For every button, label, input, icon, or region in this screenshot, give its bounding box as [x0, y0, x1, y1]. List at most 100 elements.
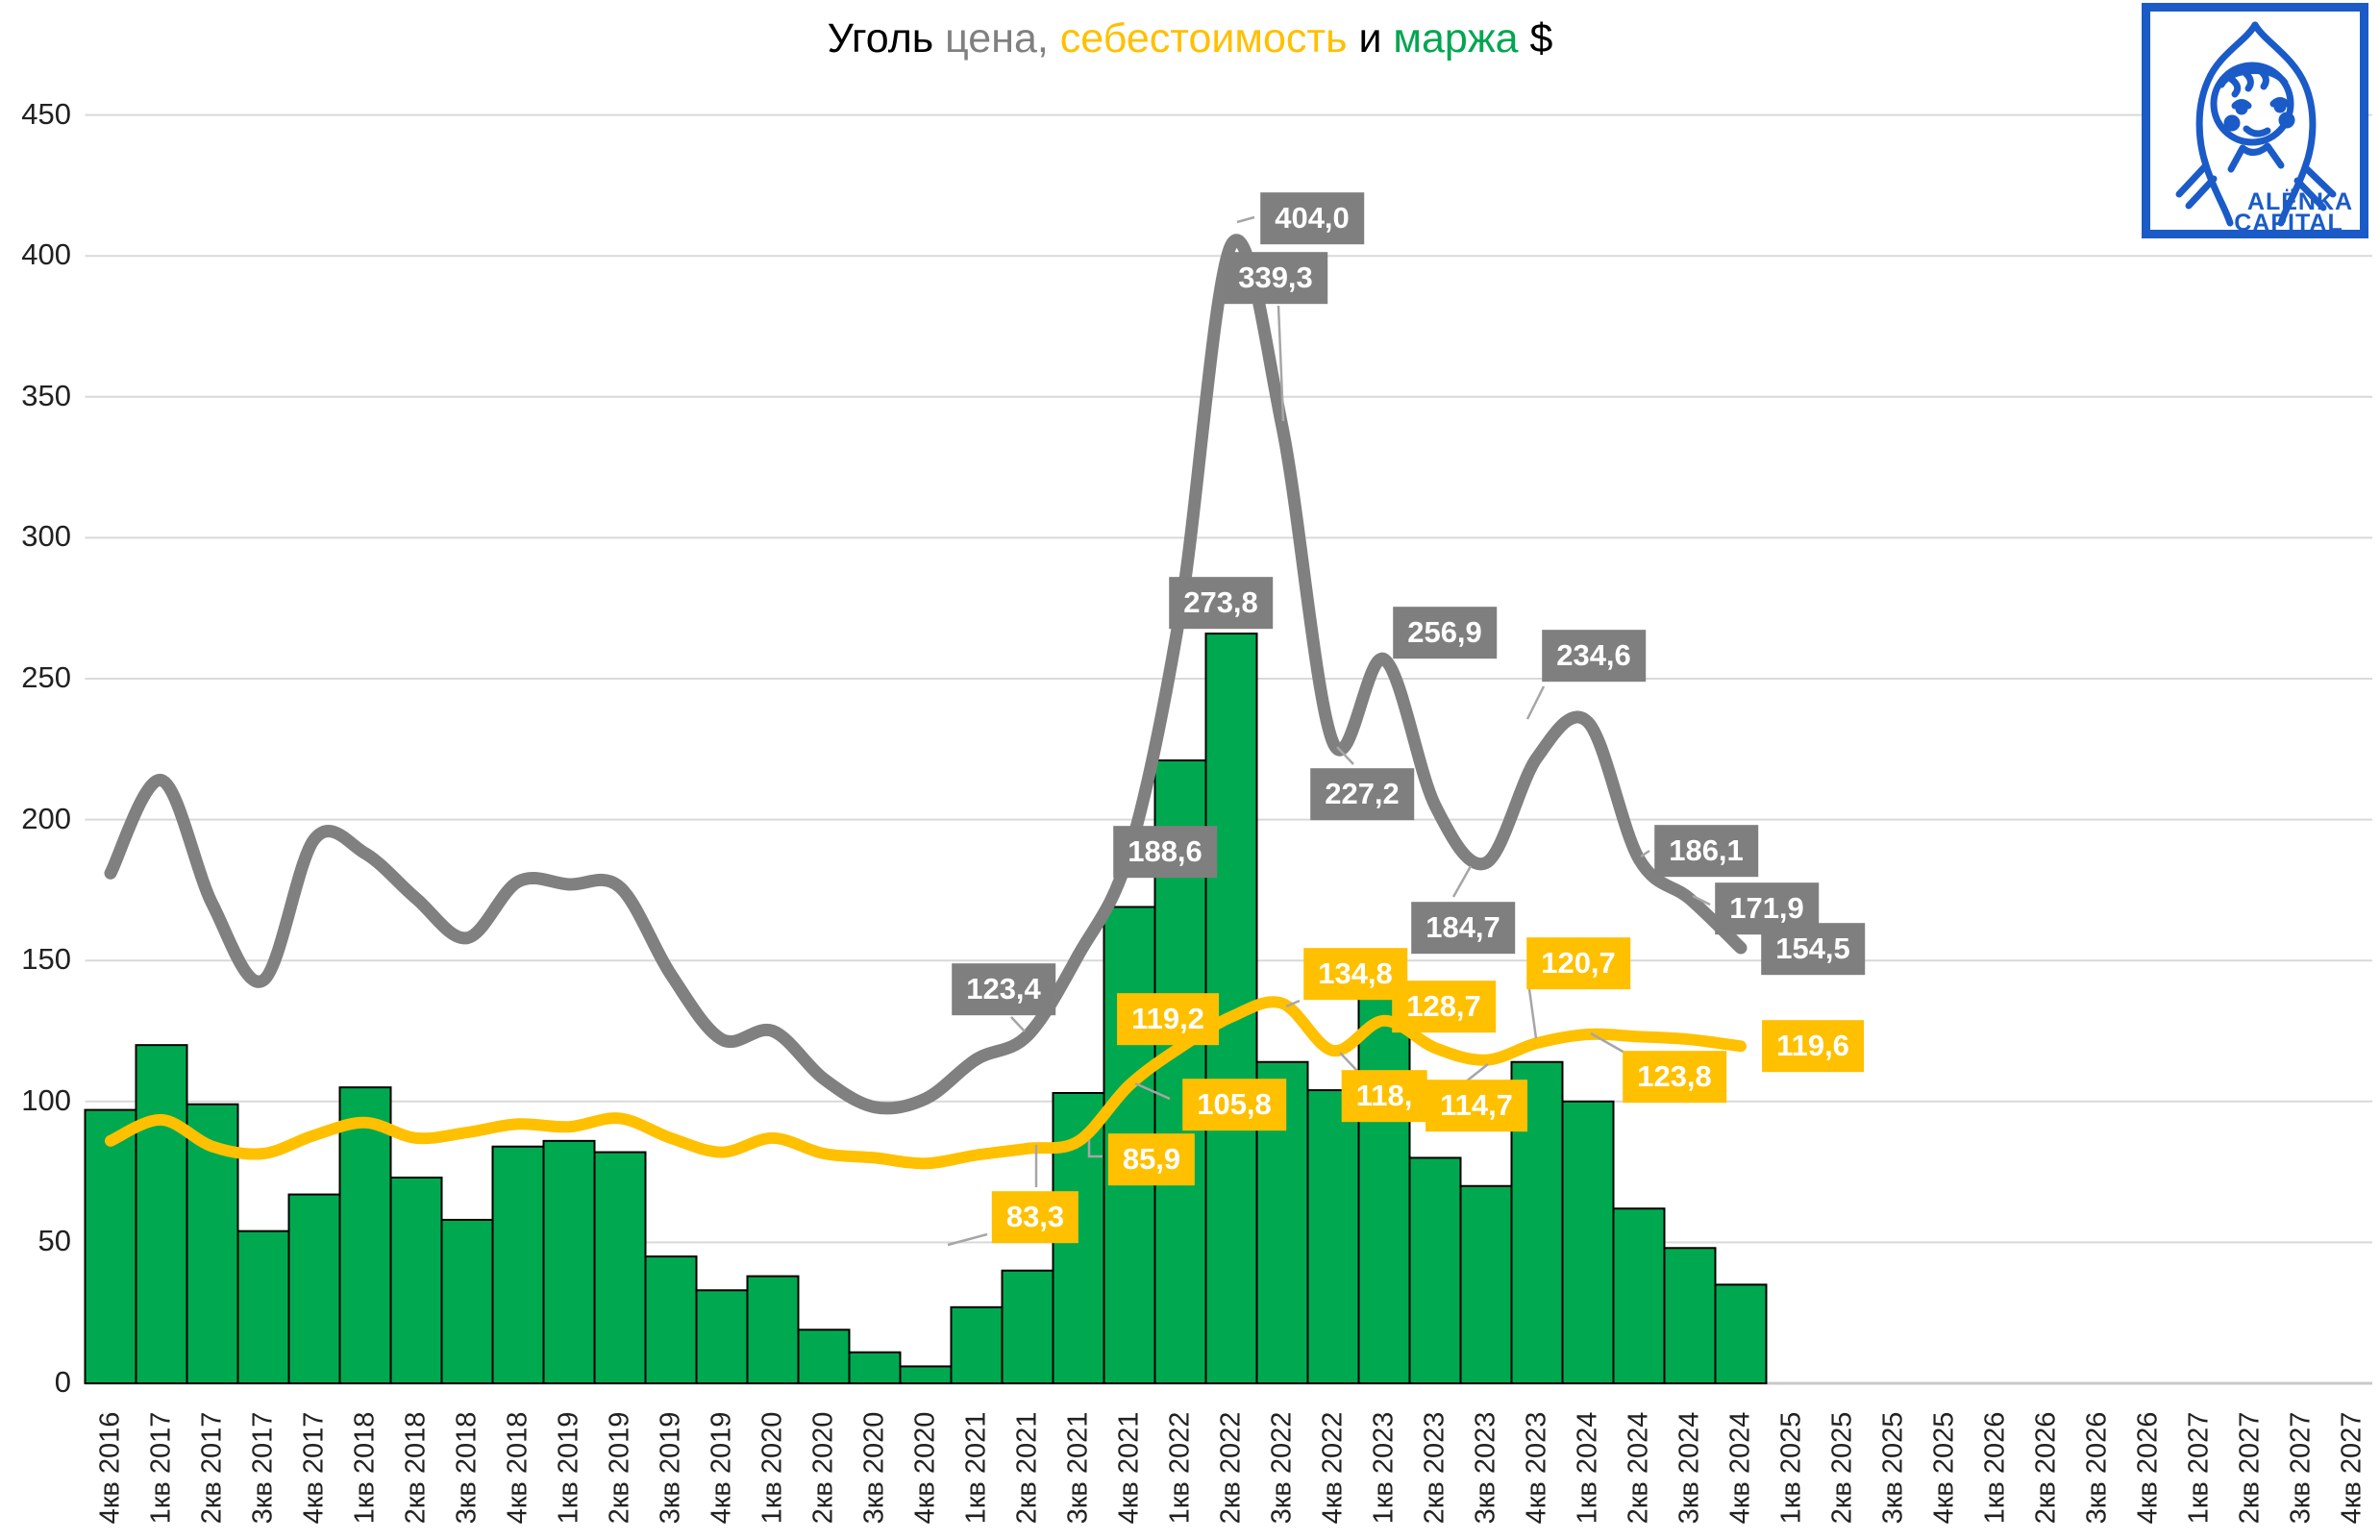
margin-bar [1459, 1184, 1513, 1385]
x-axis-tick-label: 4кв 2019 [706, 1411, 737, 1525]
x-axis-tick-label: 3кв 2019 [655, 1411, 686, 1525]
x-axis-tick-label: 4кв 2026 [2132, 1411, 2164, 1525]
y-axis-tick-label: 50 [37, 1224, 71, 1258]
x-axis-tick-label: 4кв 2024 [1724, 1411, 1756, 1525]
x-axis-tick-label: 3кв 2025 [1877, 1411, 1909, 1525]
label-leader-line [1336, 746, 1354, 765]
y-axis-tick-label: 150 [21, 942, 71, 977]
price-label-4кв 2024: 154,5 [1761, 923, 1865, 975]
label-leader-line [1525, 685, 1546, 720]
price-line [104, 234, 1748, 1115]
x-axis-tick-label: 1кв 2022 [1164, 1411, 1196, 1525]
price-label-1кв 2022: 273,8 [1169, 577, 1273, 629]
cost-line [105, 996, 1747, 1170]
label-leader-line [1451, 865, 1473, 898]
margin-bar [746, 1275, 800, 1384]
y-axis-tick-label: 100 [21, 1082, 71, 1117]
price-label-2кв 2024: 186,1 [1654, 825, 1758, 877]
logo-line2: CAPITAL [2234, 210, 2343, 236]
x-axis-tick-label: 1кв 2019 [553, 1411, 584, 1525]
margin-bar [1612, 1207, 1666, 1384]
chart-title-part: $ [1518, 15, 1553, 62]
price-label-3кв 2023: 184,7 [1411, 902, 1515, 954]
margin-bar [1561, 1100, 1615, 1385]
x-axis-tick-label: 4кв 2027 [2336, 1411, 2368, 1525]
cost-label-4кв 2021: 105,8 [1182, 1079, 1286, 1130]
cost-label-2кв 2021: 83,3 [991, 1191, 1079, 1243]
cost-label-3кв 2021: 85,9 [1107, 1133, 1196, 1185]
y-axis-tick-label: 350 [21, 378, 71, 412]
chart-title-part: и [1347, 15, 1394, 62]
margin-bar [695, 1289, 749, 1385]
margin-bar [899, 1365, 953, 1384]
x-axis-tick-label: 2кв 2017 [196, 1411, 228, 1525]
x-axis-tick-label: 1кв 2024 [1572, 1411, 1603, 1525]
price-label-2кв 2021: 123,4 [952, 963, 1055, 1015]
margin-bar [338, 1086, 392, 1384]
x-axis-tick-label: 4кв 2020 [909, 1411, 941, 1525]
margin-bar [491, 1145, 545, 1385]
logo-line1: ALËNKA [2246, 188, 2354, 215]
margin-bar [1408, 1156, 1462, 1384]
label-leader-line [1010, 1016, 1026, 1032]
cost-label-1кв 2022: 119,2 [1117, 993, 1219, 1045]
x-axis-tick-label: 2кв 2027 [2234, 1411, 2266, 1525]
x-axis-tick-label: 1кв 2026 [1979, 1411, 2011, 1525]
margin-bar [1357, 993, 1411, 1385]
price-label-4кв 2022: 227,2 [1310, 768, 1414, 820]
x-axis-tick-label: 2кв 2024 [1623, 1411, 1654, 1525]
x-axis-tick-label: 3кв 2026 [2081, 1411, 2113, 1525]
chart-title-part: цена, [945, 15, 1049, 62]
margin-bar [1663, 1247, 1717, 1385]
label-leader-line [1277, 305, 1285, 422]
price-label-3кв 2024: 171,9 [1715, 882, 1819, 934]
x-axis-tick-label: 2кв 2021 [1011, 1411, 1043, 1525]
label-leader-line [1590, 1031, 1627, 1056]
x-axis-tick-label: 2кв 2022 [1215, 1411, 1247, 1525]
x-axis-tick-label: 2кв 2019 [604, 1411, 635, 1525]
x-axis-tick-label: 3кв 2020 [858, 1411, 890, 1525]
x-axis-tick-label: 4кв 2016 [94, 1411, 126, 1525]
label-leader-line [1236, 215, 1255, 224]
price-label-3кв 2022: 339,3 [1224, 252, 1327, 304]
cost-label-4кв 2023: 120,7 [1526, 937, 1630, 989]
x-axis-tick-label: 2кв 2018 [400, 1411, 432, 1525]
x-axis-tick-label: 4кв 2018 [502, 1411, 533, 1525]
x-axis-tick-label: 3кв 2021 [1062, 1411, 1094, 1525]
cost-label-3кв 2022: 134,8 [1303, 948, 1407, 1000]
x-axis-tick-label: 4кв 2025 [1928, 1411, 1960, 1525]
x-axis-tick-label: 1кв 2021 [960, 1411, 992, 1525]
x-axis-tick-label: 2кв 2023 [1419, 1411, 1450, 1525]
price-label-2кв 2022: 404,0 [1260, 192, 1364, 244]
cost-label-4кв 2022: 118, [1341, 1070, 1427, 1122]
y-axis-tick-label: 250 [21, 660, 71, 694]
chart-title-part: себестоимость [1048, 15, 1348, 62]
cost-label-1кв 2023: 128,7 [1392, 981, 1496, 1032]
y-axis-tick-label: 0 [54, 1365, 71, 1399]
margin-bar [848, 1351, 902, 1385]
price-label-1кв 2024: 234,6 [1542, 630, 1646, 682]
alenka-capital-logo: ALËNKA CAPITAL [2142, 3, 2368, 238]
x-axis-tick-label: 3кв 2024 [1673, 1411, 1705, 1525]
label-leader-line [1527, 988, 1538, 1039]
x-axis-tick-label: 4кв 2022 [1317, 1411, 1349, 1525]
x-axis-tick-label: 3кв 2018 [451, 1411, 483, 1525]
y-axis-tick-label: 300 [21, 519, 71, 554]
margin-bar [135, 1044, 188, 1385]
x-axis-tick-label: 4кв 2021 [1113, 1411, 1145, 1525]
margin-bar [389, 1176, 443, 1384]
chart-title-part: маржа [1393, 15, 1519, 62]
label-leader-line [1640, 849, 1650, 858]
matryoshka-icon [2175, 21, 2337, 227]
margin-bar [644, 1255, 698, 1385]
margin-bar [440, 1218, 494, 1384]
x-axis-tick-label: 3кв 2022 [1266, 1411, 1298, 1525]
margin-bar [542, 1139, 596, 1385]
label-leader-line [1464, 1063, 1489, 1083]
x-axis-tick-label: 1кв 2025 [1775, 1411, 1807, 1525]
x-axis-tick-label: 1кв 2023 [1368, 1411, 1400, 1525]
margin-bar [84, 1108, 137, 1384]
margin-bar [797, 1329, 851, 1384]
